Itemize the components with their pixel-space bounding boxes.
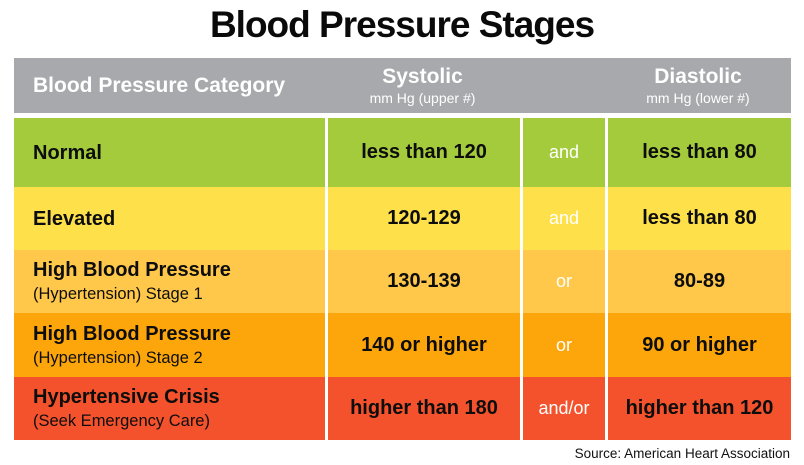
header-category: Blood Pressure Category xyxy=(33,73,286,97)
systolic-value: 130-139 xyxy=(325,250,520,313)
source-attribution: Source: American Heart Association xyxy=(574,446,790,461)
category-subtitle: (Hypertension) Stage 1 xyxy=(33,285,203,304)
category-name: High Blood Pressure xyxy=(33,322,231,345)
header-diastolic-sub: mm Hg (lower #) xyxy=(646,89,750,106)
systolic-value: 120-129 xyxy=(325,187,520,250)
category-cell: High Blood Pressure (Hypertension) Stage… xyxy=(14,313,325,377)
category-cell: Hypertensive Crisis (Seek Emergency Care… xyxy=(14,377,325,440)
systolic-value: less than 120 xyxy=(325,118,520,187)
conjunction-value: and xyxy=(520,187,605,250)
header-systolic: Systolic mm Hg (upper #) xyxy=(325,65,520,105)
category-name: Normal xyxy=(33,141,102,164)
header-diastolic-label: Diastolic xyxy=(654,65,742,89)
category-subtitle: (Hypertension) Stage 2 xyxy=(33,348,203,367)
table-row-stage1: High Blood Pressure (Hypertension) Stage… xyxy=(14,250,791,313)
conjunction-value: and xyxy=(520,118,605,187)
page-title: Blood Pressure Stages xyxy=(209,4,595,45)
header-systolic-label: Systolic xyxy=(382,65,463,89)
conjunction-value: and/or xyxy=(520,377,605,440)
diastolic-value: less than 80 xyxy=(605,187,791,250)
category-name: Elevated xyxy=(33,207,116,230)
diastolic-value: 80-89 xyxy=(605,250,791,313)
table-header-row: Blood Pressure Category Systolic mm Hg (… xyxy=(14,58,791,113)
category-name: High Blood Pressure xyxy=(33,259,231,282)
header-diastolic: Diastolic mm Hg (lower #) xyxy=(605,65,791,105)
diastolic-value: less than 80 xyxy=(605,118,791,187)
table-row-crisis: Hypertensive Crisis (Seek Emergency Care… xyxy=(14,377,791,440)
category-cell: Normal xyxy=(14,118,325,187)
systolic-value: higher than 180 xyxy=(325,377,520,440)
table-row-normal: Normal less than 120 and less than 80 xyxy=(14,118,791,187)
diastolic-value: 90 or higher xyxy=(605,313,791,377)
category-subtitle: (Seek Emergency Care) xyxy=(33,412,210,431)
conjunction-value: or xyxy=(520,250,605,313)
table-row-elevated: Elevated 120-129 and less than 80 xyxy=(14,187,791,250)
table-row-stage2: High Blood Pressure (Hypertension) Stage… xyxy=(14,313,791,377)
category-name: Hypertensive Crisis xyxy=(33,386,220,409)
blood-pressure-table: Blood Pressure Category Systolic mm Hg (… xyxy=(14,58,791,440)
systolic-value: 140 or higher xyxy=(325,313,520,377)
conjunction-value: or xyxy=(520,313,605,377)
category-cell: Elevated xyxy=(14,187,325,250)
category-cell: High Blood Pressure (Hypertension) Stage… xyxy=(14,250,325,313)
header-systolic-sub: mm Hg (upper #) xyxy=(369,89,476,106)
diastolic-value: higher than 120 xyxy=(605,377,791,440)
